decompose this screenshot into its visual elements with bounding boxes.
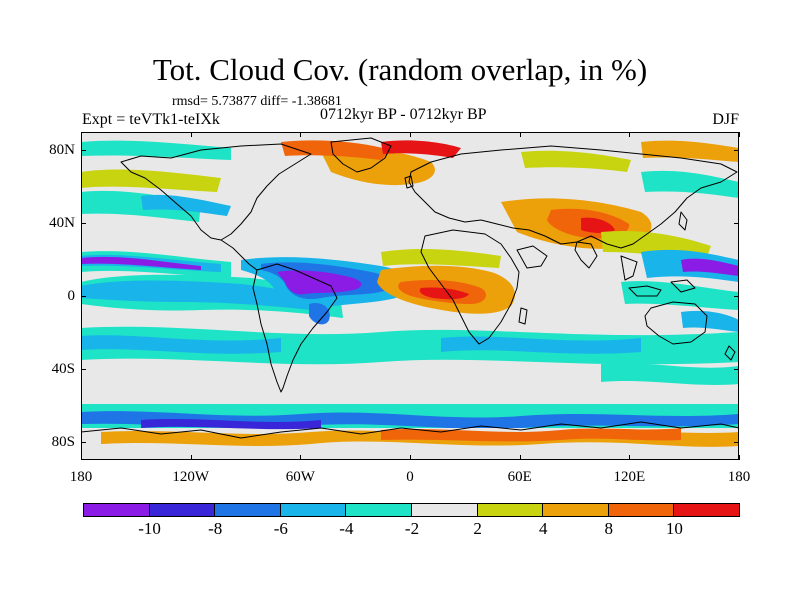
colorbar-cell [542, 503, 609, 517]
colorbar-level-label: 2 [473, 519, 482, 538]
colorbar-level-label: -2 [404, 519, 420, 538]
colorbar [83, 503, 740, 517]
lat-tick-mark [81, 441, 86, 443]
lat-tick-mark [734, 223, 739, 225]
colorbar-cell [410, 503, 478, 517]
colorbar-cell [673, 503, 740, 517]
cloud-cover-map [81, 132, 739, 460]
lon-tick-label: 120W [172, 469, 209, 485]
colorbar-cell [279, 503, 347, 517]
lat-tick-label: 80S [51, 433, 75, 450]
lat-tick-mark [734, 441, 739, 443]
lat-tick-mark [81, 150, 86, 152]
experiment-label: Expt = teVTk1-teIXk [82, 111, 220, 128]
colorbar-cell [607, 503, 675, 517]
colorbar-level-label: 4 [538, 519, 548, 538]
lat-tick-mark [81, 368, 86, 370]
lon-tick-label: 180 [727, 469, 751, 485]
lon-tick-label: 0 [406, 469, 414, 485]
lon-tick-mark [519, 132, 521, 137]
colorbar-cell [214, 503, 281, 517]
season-label: DJF [712, 111, 739, 128]
colorbar-cell [476, 503, 544, 517]
lat-tick-mark [734, 296, 739, 297]
lat-tick-label: 40N [49, 215, 75, 232]
lon-tick-mark [190, 132, 192, 137]
lat-tick-mark [734, 368, 739, 370]
lon-tick-mark [629, 455, 631, 460]
colorbar-cell [148, 503, 216, 517]
colorbar-level-label: -6 [273, 519, 288, 538]
anomaly-field [81, 140, 739, 460]
lon-tick-mark [519, 455, 521, 460]
colorbar-level-label: 10 [665, 519, 683, 538]
colorbar-level-label: 8 [604, 519, 614, 538]
colorbar-level-label: -8 [208, 519, 223, 538]
colorbar-cell [345, 503, 412, 517]
lon-tick-mark [410, 132, 411, 137]
lon-tick-mark [190, 455, 192, 460]
lon-tick-mark [410, 455, 411, 460]
lon-tick-mark [300, 132, 302, 137]
map-canvas [81, 132, 739, 460]
colorbar-level-label: -10 [138, 519, 161, 538]
lon-tick-label: 60E [507, 469, 532, 485]
lon-tick-label: 120E [613, 469, 646, 485]
lat-tick-mark [81, 223, 86, 225]
figure-title: Tot. Cloud Cov. (random overlap, in %) [152, 52, 648, 87]
stats-label: rmsd= 5.73877 diff= -1.38681 [172, 94, 342, 109]
lon-tick-mark [300, 455, 302, 460]
lat-tick-label: 0 [67, 288, 76, 304]
lat-tick-label: 40S [51, 360, 75, 377]
coastlines [81, 137, 739, 439]
lat-tick-label: 80N [49, 142, 75, 159]
colorbar-level-label: -4 [339, 519, 354, 538]
lat-tick-mark [81, 296, 86, 297]
lat-tick-mark [734, 150, 739, 152]
lon-tick-label: 180 [69, 469, 93, 485]
lon-tick-mark [629, 132, 631, 137]
lon-tick-label: 60W [285, 469, 315, 485]
lon-tick-mark [81, 132, 82, 137]
colorbar-cell [83, 503, 150, 517]
lon-tick-mark [739, 455, 740, 460]
period-label: 0712kyr BP - 0712kyr BP [320, 106, 487, 123]
lon-tick-mark [739, 132, 740, 137]
lon-tick-mark [81, 455, 82, 460]
